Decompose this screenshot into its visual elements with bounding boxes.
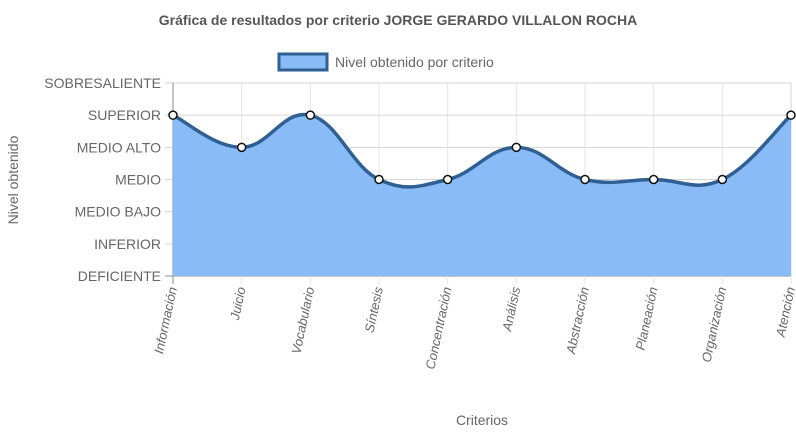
x-tick-label: Atención (773, 286, 796, 340)
legend-swatch (277, 52, 329, 72)
data-point (648, 174, 659, 185)
x-tick-label: Concentración (423, 286, 455, 371)
y-tick-label: MEDIO BAJO (75, 204, 161, 220)
y-tick-label: INFERIOR (94, 236, 161, 252)
y-axis-label: Nivel obtenido (5, 135, 21, 224)
area-layer (172, 112, 793, 276)
y-tick-label: DEFICIENTE (78, 268, 161, 284)
x-tick-label: Vocabulario (288, 286, 317, 356)
y-axis-ticks: DEFICIENTE INFERIOR MEDIO BAJO MEDIO MEDIO A… (44, 75, 161, 284)
x-tick-label: Planeación (633, 286, 661, 352)
data-point (786, 110, 796, 120)
x-axis-ticks: Información Juicio Vocabulario Síntesis Conc… (151, 285, 796, 371)
data-points (168, 110, 796, 185)
data-point (168, 110, 178, 120)
y-tick-label: SUPERIOR (88, 107, 161, 123)
x-axis-label: Criterios (456, 412, 508, 428)
y-tick-label: MEDIO ALTO (77, 139, 161, 155)
x-tick-label: Síntesis (362, 285, 386, 334)
data-point (580, 174, 590, 185)
series-area (173, 114, 791, 276)
data-point (374, 174, 384, 185)
y-tick-label: SOBRESALIENTE (44, 75, 161, 91)
data-point (305, 110, 316, 120)
x-tick-label: Abstracción (563, 286, 592, 357)
data-point (236, 142, 247, 153)
x-tick-label: Análisis (499, 285, 523, 333)
chart-title: Gráfica de resultados por criterio JORGE… (159, 12, 637, 28)
data-point (511, 142, 522, 153)
legend-label: Nivel obtenido por criterio (335, 54, 494, 70)
data-point (717, 174, 728, 185)
series-line (172, 112, 793, 189)
legend[interactable]: Nivel obtenido por criterio (277, 52, 494, 72)
y-tick-label: MEDIO (115, 172, 161, 188)
x-tick-label: Juicio (227, 286, 249, 323)
x-tick-label: Información (151, 286, 180, 356)
x-tick-label: Organización (699, 286, 730, 364)
data-point (442, 174, 453, 185)
